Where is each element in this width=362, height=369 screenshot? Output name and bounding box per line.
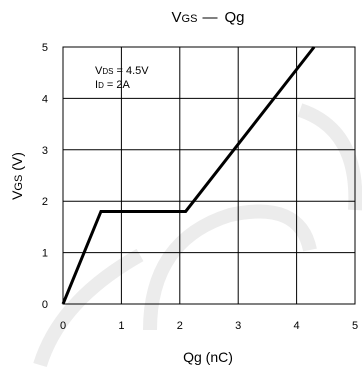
y-tick-label: 2 [42, 196, 48, 208]
annotation-vds-value: = 4.5V [113, 65, 149, 77]
annotation-id-value: = 2A [104, 79, 131, 91]
annotation-id-prefix: I [95, 79, 98, 91]
series-group [61, 46, 316, 305]
chart-title: VGS — Qg [172, 9, 245, 26]
x-tick-labels: 0 1 2 3 4 5 [60, 320, 358, 332]
ylabel-v-sub: GS [13, 175, 25, 191]
ylabel-units: (V) [9, 152, 25, 175]
x-tick-label: 5 [352, 320, 358, 332]
watermark-stroke [33, 248, 144, 368]
x-tick-label: 4 [294, 320, 300, 332]
y-tick-label: 4 [42, 93, 48, 105]
y-tick-labels: 0 1 2 3 4 5 [42, 42, 48, 311]
x-tick-label: 0 [60, 320, 66, 332]
y-tick-label: 3 [42, 145, 48, 157]
title-dash: — [202, 9, 217, 26]
y-tick-label: 5 [42, 42, 48, 54]
ylabel-v: V [9, 190, 25, 200]
series-line [61, 46, 316, 305]
annotation-vds-prefix: V [95, 65, 103, 77]
conditions-annotation: VDS = 4.5V ID = 2A [95, 65, 149, 91]
annotation-vds: VDS = 4.5V [95, 65, 149, 77]
annotation-id: ID = 2A [95, 79, 130, 91]
x-tick-label: 1 [118, 320, 124, 332]
grid [62, 46, 356, 305]
x-tick-label: 2 [177, 320, 183, 332]
y-tick-label: 0 [42, 299, 48, 311]
x-tick-label: 3 [235, 320, 241, 332]
annotation-vds-sub: DS [102, 67, 113, 76]
annotation-id-sub: D [98, 81, 104, 90]
title-qg: Qg [224, 9, 244, 26]
x-axis-label: Qg (nC) [183, 349, 233, 365]
title-v-sub: GS [182, 13, 198, 25]
watermark-stroke [297, 103, 362, 211]
y-tick-label: 1 [42, 248, 48, 260]
watermark [33, 103, 362, 368]
plot-frame [62, 46, 356, 305]
y-axis-label: VGS (V) [9, 152, 25, 200]
watermark-stroke [143, 204, 317, 331]
title-v: V [172, 9, 182, 26]
